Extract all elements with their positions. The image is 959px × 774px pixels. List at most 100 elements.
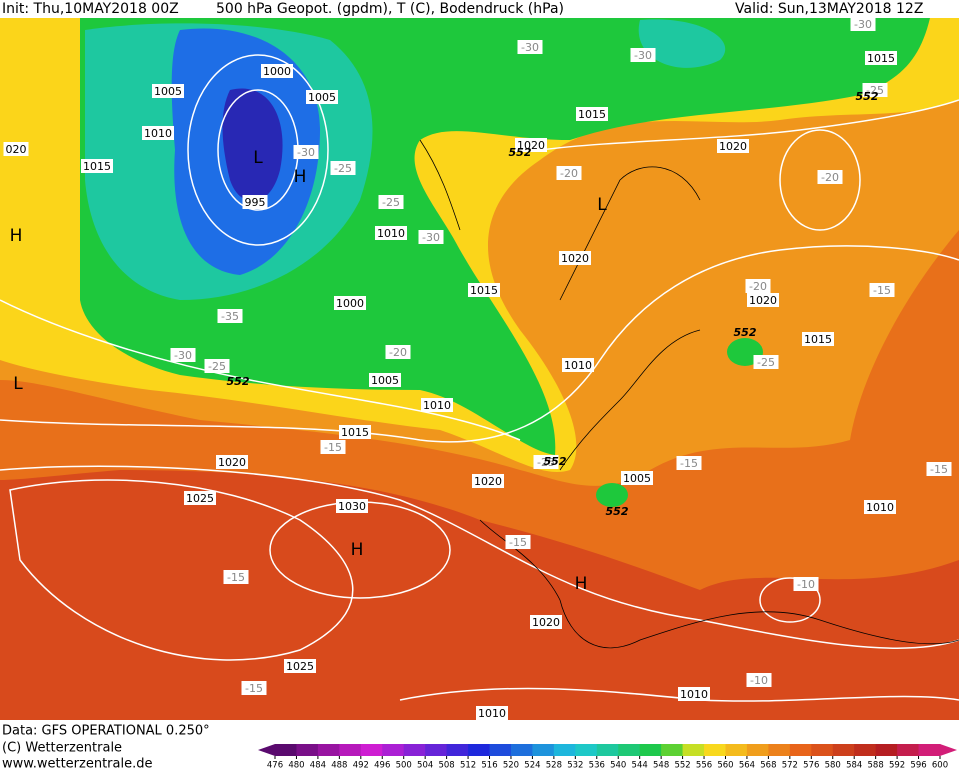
temperature-label-box [862, 83, 888, 97]
website: www.wetterzentrale.de [2, 757, 152, 771]
colorbar-tick-label: 576 [803, 761, 819, 771]
colorbar-tick-label: 504 [417, 761, 433, 771]
pressure-label: 1005 [623, 472, 651, 485]
colorbar-tick-label: 568 [760, 761, 776, 771]
temperature-label: -30 [422, 231, 440, 244]
pressure-label: 1005 [154, 85, 182, 98]
colorbar-swatch [854, 744, 877, 756]
temperature-label: -10 [797, 578, 815, 591]
colorbar-tick-label: 508 [438, 761, 454, 771]
zone-green-cutoff [596, 483, 628, 507]
colorbar-arrow [940, 744, 957, 756]
pressure-label: 1020 [719, 140, 747, 153]
temperature-label-box [378, 195, 404, 209]
colorbar-tick-label: 500 [396, 761, 412, 771]
colorbar-swatch [811, 744, 834, 756]
map [0, 18, 959, 720]
pressure-label-box [472, 474, 504, 488]
temperature-label-box [217, 309, 243, 323]
pressure-label: 1015 [470, 284, 498, 297]
colorbar-tick-label: 584 [846, 761, 862, 771]
colorbar-tick-label: 588 [868, 761, 884, 771]
pressure-label: 020 [6, 143, 27, 156]
colorbar-swatch [446, 744, 469, 756]
colorbar-tick-label: 520 [503, 761, 519, 771]
temperature-label: -30 [174, 349, 192, 362]
temperature-label: -30 [634, 49, 652, 62]
temperature-label: -35 [221, 310, 239, 323]
temperature-label-box [418, 230, 444, 244]
pressure-label: 1010 [144, 127, 172, 140]
temperature-label: -25 [757, 356, 775, 369]
temperature-label: -20 [389, 346, 407, 359]
pressure-label-box [261, 64, 293, 78]
colorbar-tick-label: 544 [632, 761, 648, 771]
temperature-label-box [170, 348, 196, 362]
pressure-label: 1025 [186, 492, 214, 505]
pressure-label-box [216, 455, 248, 469]
height-label: 552 [606, 505, 629, 518]
temperature-label: -25 [382, 196, 400, 209]
height-label: 552 [544, 455, 567, 468]
temperature-label-box [630, 48, 656, 62]
pressure-label-box [336, 499, 368, 513]
pressure-label: 1010 [377, 227, 405, 240]
temperature-label-box [793, 577, 819, 591]
pressure-label: 1015 [341, 426, 369, 439]
temperature-label-box [745, 279, 771, 293]
pressure-label-box [621, 471, 653, 485]
copyright: (C) Wetterzentrale [2, 741, 122, 756]
colorbar: 476 480 484 488 492 496 500 504 508 512 516 520 524 5… [258, 744, 957, 771]
temperature-label-box [926, 462, 952, 476]
pressure-label: 1010 [564, 359, 592, 372]
temperature-label-box [533, 455, 559, 469]
height-label: 552 [856, 90, 879, 103]
colorbar-swatch [639, 744, 662, 756]
colorbar-swatch [725, 744, 748, 756]
valid-time: Valid: Sun,13MAY2018 12Z [735, 1, 923, 17]
pressure-label: 1025 [286, 660, 314, 673]
temperature-label-box [505, 535, 531, 549]
pressure-center: H [351, 540, 364, 560]
temperature-label-box [850, 17, 876, 31]
colorbar-swatch [532, 744, 555, 756]
temperature-label-box [753, 355, 779, 369]
colorbar-tick-label: 572 [782, 761, 798, 771]
colorbar-swatch [403, 744, 426, 756]
colorbar-swatch [360, 744, 383, 756]
pressure-label-box [375, 226, 407, 240]
pressure-label: 1005 [308, 91, 336, 104]
pressure-label-box [864, 500, 896, 514]
colorbar-swatch [317, 744, 340, 756]
colorbar-tick-label: 480 [288, 761, 304, 771]
height-label: 552 [227, 375, 250, 388]
colorbar-swatch [682, 744, 705, 756]
colorbar-swatch [489, 744, 512, 756]
colorbar-tick-label: 536 [589, 761, 605, 771]
colorbar-swatch [382, 744, 405, 756]
colorbar-swatch [425, 744, 448, 756]
pressure-label: 1010 [423, 399, 451, 412]
temperature-label: -30 [854, 18, 872, 31]
init-time: Init: Thu,10MAY2018 00Z [2, 1, 179, 17]
pressure-center: L [13, 374, 23, 394]
pressure-label: 1020 [532, 616, 560, 629]
pressure-label: 1030 [338, 500, 366, 513]
pressure-label-box [421, 398, 453, 412]
temperature-label-box [204, 359, 230, 373]
temperature-label-box [556, 166, 582, 180]
pressure-label-box [576, 107, 608, 121]
pressure-label-box [339, 425, 371, 439]
height-label: 552 [509, 146, 532, 159]
pressure-label: 1020 [749, 294, 777, 307]
pressure-label: 1015 [804, 333, 832, 346]
colorbar-swatch [704, 744, 726, 756]
pressure-label-box [306, 90, 338, 104]
zone-deep-blue [222, 88, 283, 202]
colorbar-tick-label: 484 [310, 761, 326, 771]
coastlines [419, 139, 959, 649]
pressure-center: H [10, 226, 23, 246]
pressure-label-box [515, 138, 547, 152]
temperature-label: -30 [297, 146, 315, 159]
temperature-label: -25 [537, 456, 555, 469]
